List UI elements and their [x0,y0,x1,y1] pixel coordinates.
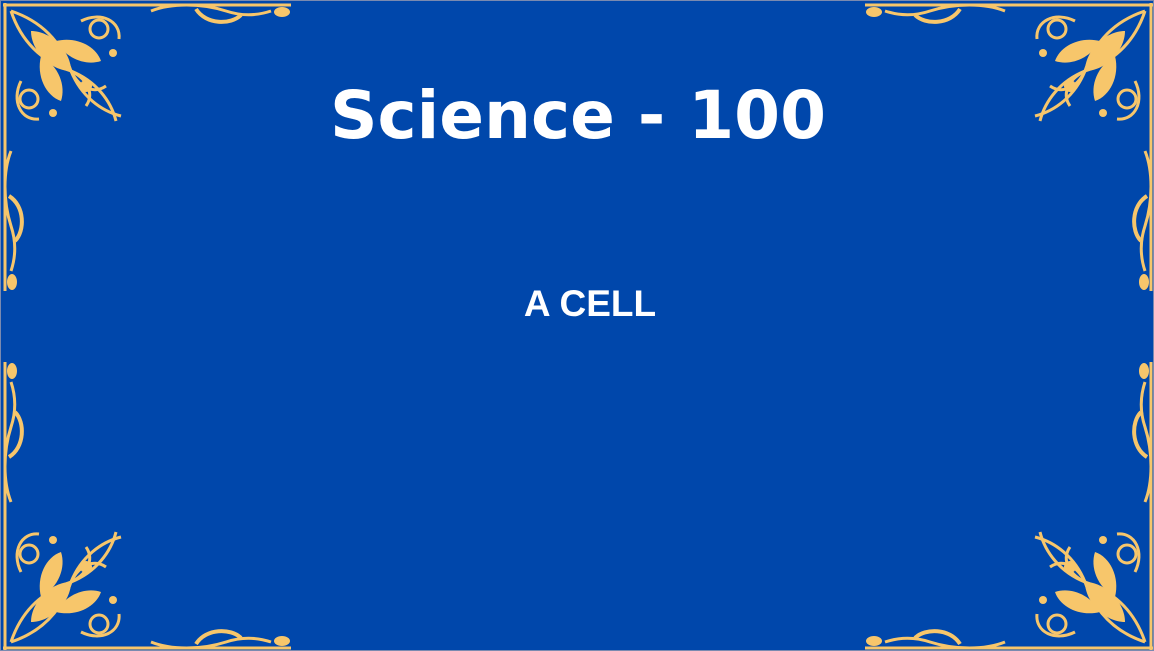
slide-title: Science - 100 [329,77,827,154]
slide-subtitle: A CELL [523,283,657,324]
